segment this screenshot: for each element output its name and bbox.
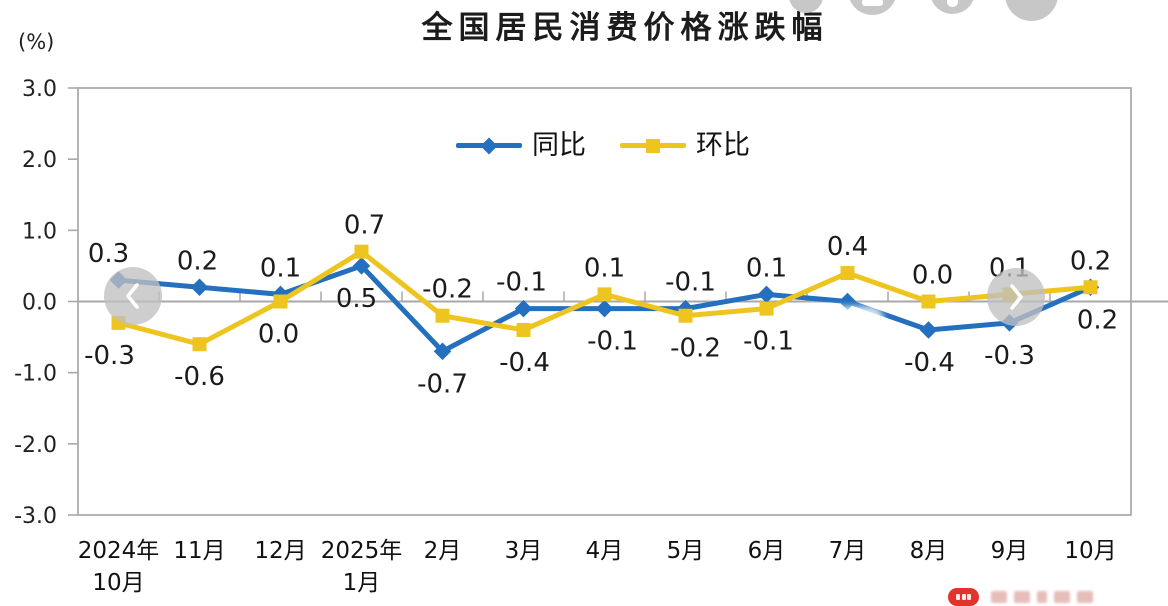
data-label: 0.3 <box>88 239 129 269</box>
mom-line-swatch <box>620 138 686 153</box>
watermark-smudge <box>794 306 884 342</box>
data-label: -0.1 <box>587 327 638 357</box>
data-label: 0.1 <box>260 253 301 283</box>
y-tick-label: -1.0 <box>14 362 57 387</box>
data-label: 0.5 <box>336 284 377 314</box>
x-tick-label: 7月 <box>829 538 867 564</box>
floating-button-4[interactable] <box>1005 0 1058 21</box>
data-label: -0.2 <box>422 275 473 305</box>
y-axis-unit-label: (%) <box>18 30 55 54</box>
x-tick-label: 10月 <box>1064 538 1116 564</box>
data-label: 0.2 <box>177 246 218 276</box>
chart-title: 全国居民消费价格涨跌幅 <box>421 10 829 46</box>
data-label: -0.3 <box>84 341 135 371</box>
legend-label-yoy: 同比 <box>532 130 586 161</box>
legend-item-mom: 环比 <box>620 132 750 159</box>
data-label: -0.4 <box>499 348 550 378</box>
x-tick-label: 2月 <box>424 538 462 564</box>
square-marker-icon <box>435 308 450 323</box>
data-label: -0.1 <box>743 327 794 357</box>
diamond-marker-icon <box>480 137 498 154</box>
chevron-left-icon <box>122 281 144 311</box>
diamond-marker-icon <box>190 278 209 297</box>
floating-button-1[interactable] <box>789 0 823 13</box>
legend-item-yoy: 同比 <box>456 132 586 159</box>
chevron-right-icon <box>1005 282 1027 312</box>
data-label: 0.2 <box>1070 246 1111 276</box>
square-marker-icon <box>840 266 855 281</box>
minimize-icon <box>862 0 883 6</box>
data-label: 0.0 <box>258 320 299 350</box>
square-marker-icon <box>759 301 774 316</box>
y-tick-label: 0.0 <box>22 291 57 316</box>
square-marker-icon <box>597 287 612 302</box>
x-tick-label: 9月 <box>991 538 1029 564</box>
x-tick-label: 2024年 <box>78 538 160 564</box>
x-tick-label: 8月 <box>910 538 948 564</box>
x-tick-label: 4月 <box>586 538 624 564</box>
square-marker-icon <box>921 294 936 309</box>
square-marker-icon <box>354 244 369 259</box>
yoy-line-swatch <box>456 137 522 154</box>
data-label: 0.1 <box>584 253 625 283</box>
data-label: -0.2 <box>670 334 721 364</box>
y-tick-label: 3.0 <box>22 77 57 102</box>
y-tick-label: 2.0 <box>22 148 57 173</box>
data-label: -0.7 <box>417 369 468 399</box>
data-label: 0.1 <box>746 253 787 283</box>
x-tick-label: 3月 <box>505 538 543 564</box>
data-label: 0.2 <box>1077 305 1118 335</box>
square-marker-icon <box>192 337 207 352</box>
legend-label-mom: 环比 <box>696 130 750 161</box>
x-tick-label: 2025年 <box>321 538 403 564</box>
dot-icon <box>947 0 958 7</box>
diamond-marker-icon <box>838 292 857 311</box>
data-label: 0.4 <box>827 232 868 262</box>
watermark-badge <box>948 588 979 606</box>
square-marker-icon <box>273 294 288 309</box>
y-tick-label: -2.0 <box>14 433 57 458</box>
data-label: 0.7 <box>344 211 385 241</box>
x-tick-label: 6月 <box>748 538 786 564</box>
square-marker-icon <box>516 322 531 337</box>
x-tick-label: 10月 <box>92 570 144 596</box>
data-label: -0.3 <box>984 341 1035 371</box>
floating-button-2[interactable] <box>848 0 897 15</box>
data-label: -0.1 <box>665 268 716 298</box>
x-tick-label: 12月 <box>254 538 306 564</box>
x-tick-label: 1月 <box>343 570 381 596</box>
diamond-marker-icon <box>919 321 938 339</box>
prev-chart-button[interactable] <box>104 267 162 325</box>
square-marker-icon <box>1083 280 1098 295</box>
diamond-marker-icon <box>757 285 776 304</box>
diamond-marker-icon <box>514 299 533 318</box>
diamond-marker-icon <box>595 299 614 318</box>
y-tick-label: -3.0 <box>14 504 57 529</box>
x-tick-label: 11月 <box>173 538 225 564</box>
x-tick-label: 5月 <box>667 538 705 564</box>
square-marker-icon <box>646 138 660 153</box>
data-label: -0.1 <box>496 268 547 298</box>
watermark-text <box>991 591 1093 603</box>
y-tick-label: 1.0 <box>22 219 57 244</box>
floating-button-3[interactable] <box>930 0 975 14</box>
chart-legend: 同比 环比 <box>456 132 750 159</box>
data-label: -0.6 <box>174 362 225 392</box>
square-marker-icon <box>678 308 693 323</box>
next-chart-button[interactable] <box>987 268 1045 326</box>
data-label: 0.0 <box>912 261 953 291</box>
data-label: -0.4 <box>904 348 955 378</box>
